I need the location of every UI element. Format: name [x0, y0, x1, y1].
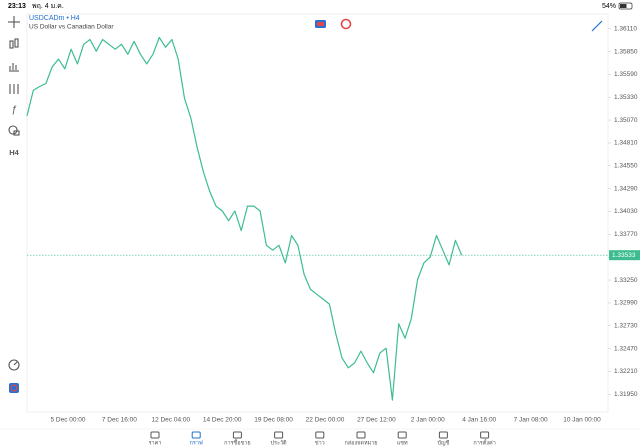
x-tick-label: 2 Jan 00:00: [411, 417, 445, 424]
trade-sell-icon: [317, 22, 324, 26]
nav-icon[interactable]: [480, 431, 490, 439]
nav-icon[interactable]: [150, 431, 160, 439]
y-tick-label: 1.35330: [614, 94, 638, 101]
nav-icon[interactable]: [191, 431, 201, 439]
y-tick-label: 1.34810: [614, 140, 638, 147]
x-tick-label: 5 Dec 00:00: [50, 417, 85, 424]
broker-logo: [10, 384, 18, 392]
battery-level: [620, 4, 627, 8]
function-icon[interactable]: ƒ: [11, 105, 17, 116]
x-tick-label: 7 Jan 08:00: [514, 417, 548, 424]
x-tick-label: 12 Dec 04:00: [151, 417, 190, 424]
nav-label[interactable]: แชท: [397, 439, 408, 446]
candles-tool[interactable]: [9, 38, 19, 49]
timeframe-button[interactable]: H4: [9, 148, 19, 157]
x-tick-label: 4 Jan 16:00: [462, 417, 496, 424]
speed-icon[interactable]: [8, 359, 20, 371]
symbol-description: US Dollar vs Canadian Dollar: [29, 24, 114, 31]
nav-icon[interactable]: [274, 431, 284, 439]
nav-icon[interactable]: [397, 431, 407, 439]
status-battery: 54%: [602, 3, 616, 10]
current-price-label: 1.33533: [612, 252, 636, 259]
nav-icon[interactable]: [356, 431, 366, 439]
status-time: 23:13: [8, 3, 26, 10]
y-tick-label: 1.32210: [614, 368, 638, 375]
nav-label[interactable]: บัญชี: [437, 439, 449, 446]
crosshair-tool[interactable]: [8, 16, 20, 28]
y-tick-label: 1.32990: [614, 300, 638, 307]
y-tick-label: 1.36110: [614, 25, 637, 32]
symbol[interactable]: USDCADm • H4: [29, 15, 80, 22]
nav-label[interactable]: การซื้อขาย: [224, 438, 250, 446]
left-toolbar: ƒ H4: [8, 16, 20, 393]
y-tick-label: 1.35850: [614, 48, 638, 55]
battery-icon: [618, 2, 633, 10]
nav-icon[interactable]: [438, 431, 448, 439]
x-tick-label: 7 Dec 16:00: [102, 417, 137, 424]
objects-tool[interactable]: [8, 125, 20, 136]
nav-label[interactable]: ประวัติ: [271, 439, 287, 446]
nav-label[interactable]: การตั้งค่า: [473, 438, 495, 446]
y-tick-label: 1.34030: [614, 208, 638, 215]
y-tick-label: 1.34550: [614, 163, 638, 170]
price-line: [26, 36, 463, 401]
y-tick-label: 1.32470: [614, 345, 638, 352]
bottom-navigation: ราคา กราฟ การซื้อขาย ประวัติ ข่าว กล่องจดหมาย…: [149, 431, 496, 446]
nav-label[interactable]: กล่องจดหมาย: [344, 440, 377, 446]
nav-label[interactable]: กราฟ: [190, 439, 203, 446]
current-price-box: [609, 250, 640, 261]
y-tick-label: 1.33250: [614, 277, 638, 284]
plot-frame: [26, 13, 609, 413]
x-tick-label: 27 Dec 12:00: [357, 417, 396, 424]
x-tick-label: 22 Dec 00:00: [306, 417, 345, 424]
x-tick-label: 10 Jan 00:00: [563, 417, 601, 424]
y-tick-label: 1.35070: [614, 117, 638, 124]
nav-icon[interactable]: [315, 431, 325, 439]
y-tick-label: 1.35590: [614, 71, 638, 78]
indicators-tool[interactable]: [9, 84, 19, 94]
nav-icon[interactable]: [232, 431, 242, 439]
x-tick-label: 14 Dec 20:00: [203, 417, 242, 424]
one-click-icon[interactable]: [340, 18, 352, 30]
y-tick-label: 1.34290: [614, 185, 638, 192]
y-tick-label: 1.31950: [614, 391, 638, 398]
nav-label[interactable]: ราคา: [149, 440, 162, 446]
bars-tool[interactable]: [9, 63, 19, 72]
y-tick-label: 1.32730: [614, 322, 638, 329]
plot-area: 1.36110 1.35850 1.35590 1.35330 1.35070 1.348…: [26, 25, 640, 424]
draw-line-button[interactable]: [591, 20, 603, 32]
status-date: พฤ. 4 ม.ค.: [32, 3, 64, 10]
nav-label[interactable]: ข่าว: [315, 440, 325, 446]
x-tick-label: 19 Dec 08:00: [254, 417, 293, 424]
y-tick-label: 1.33770: [614, 231, 638, 238]
